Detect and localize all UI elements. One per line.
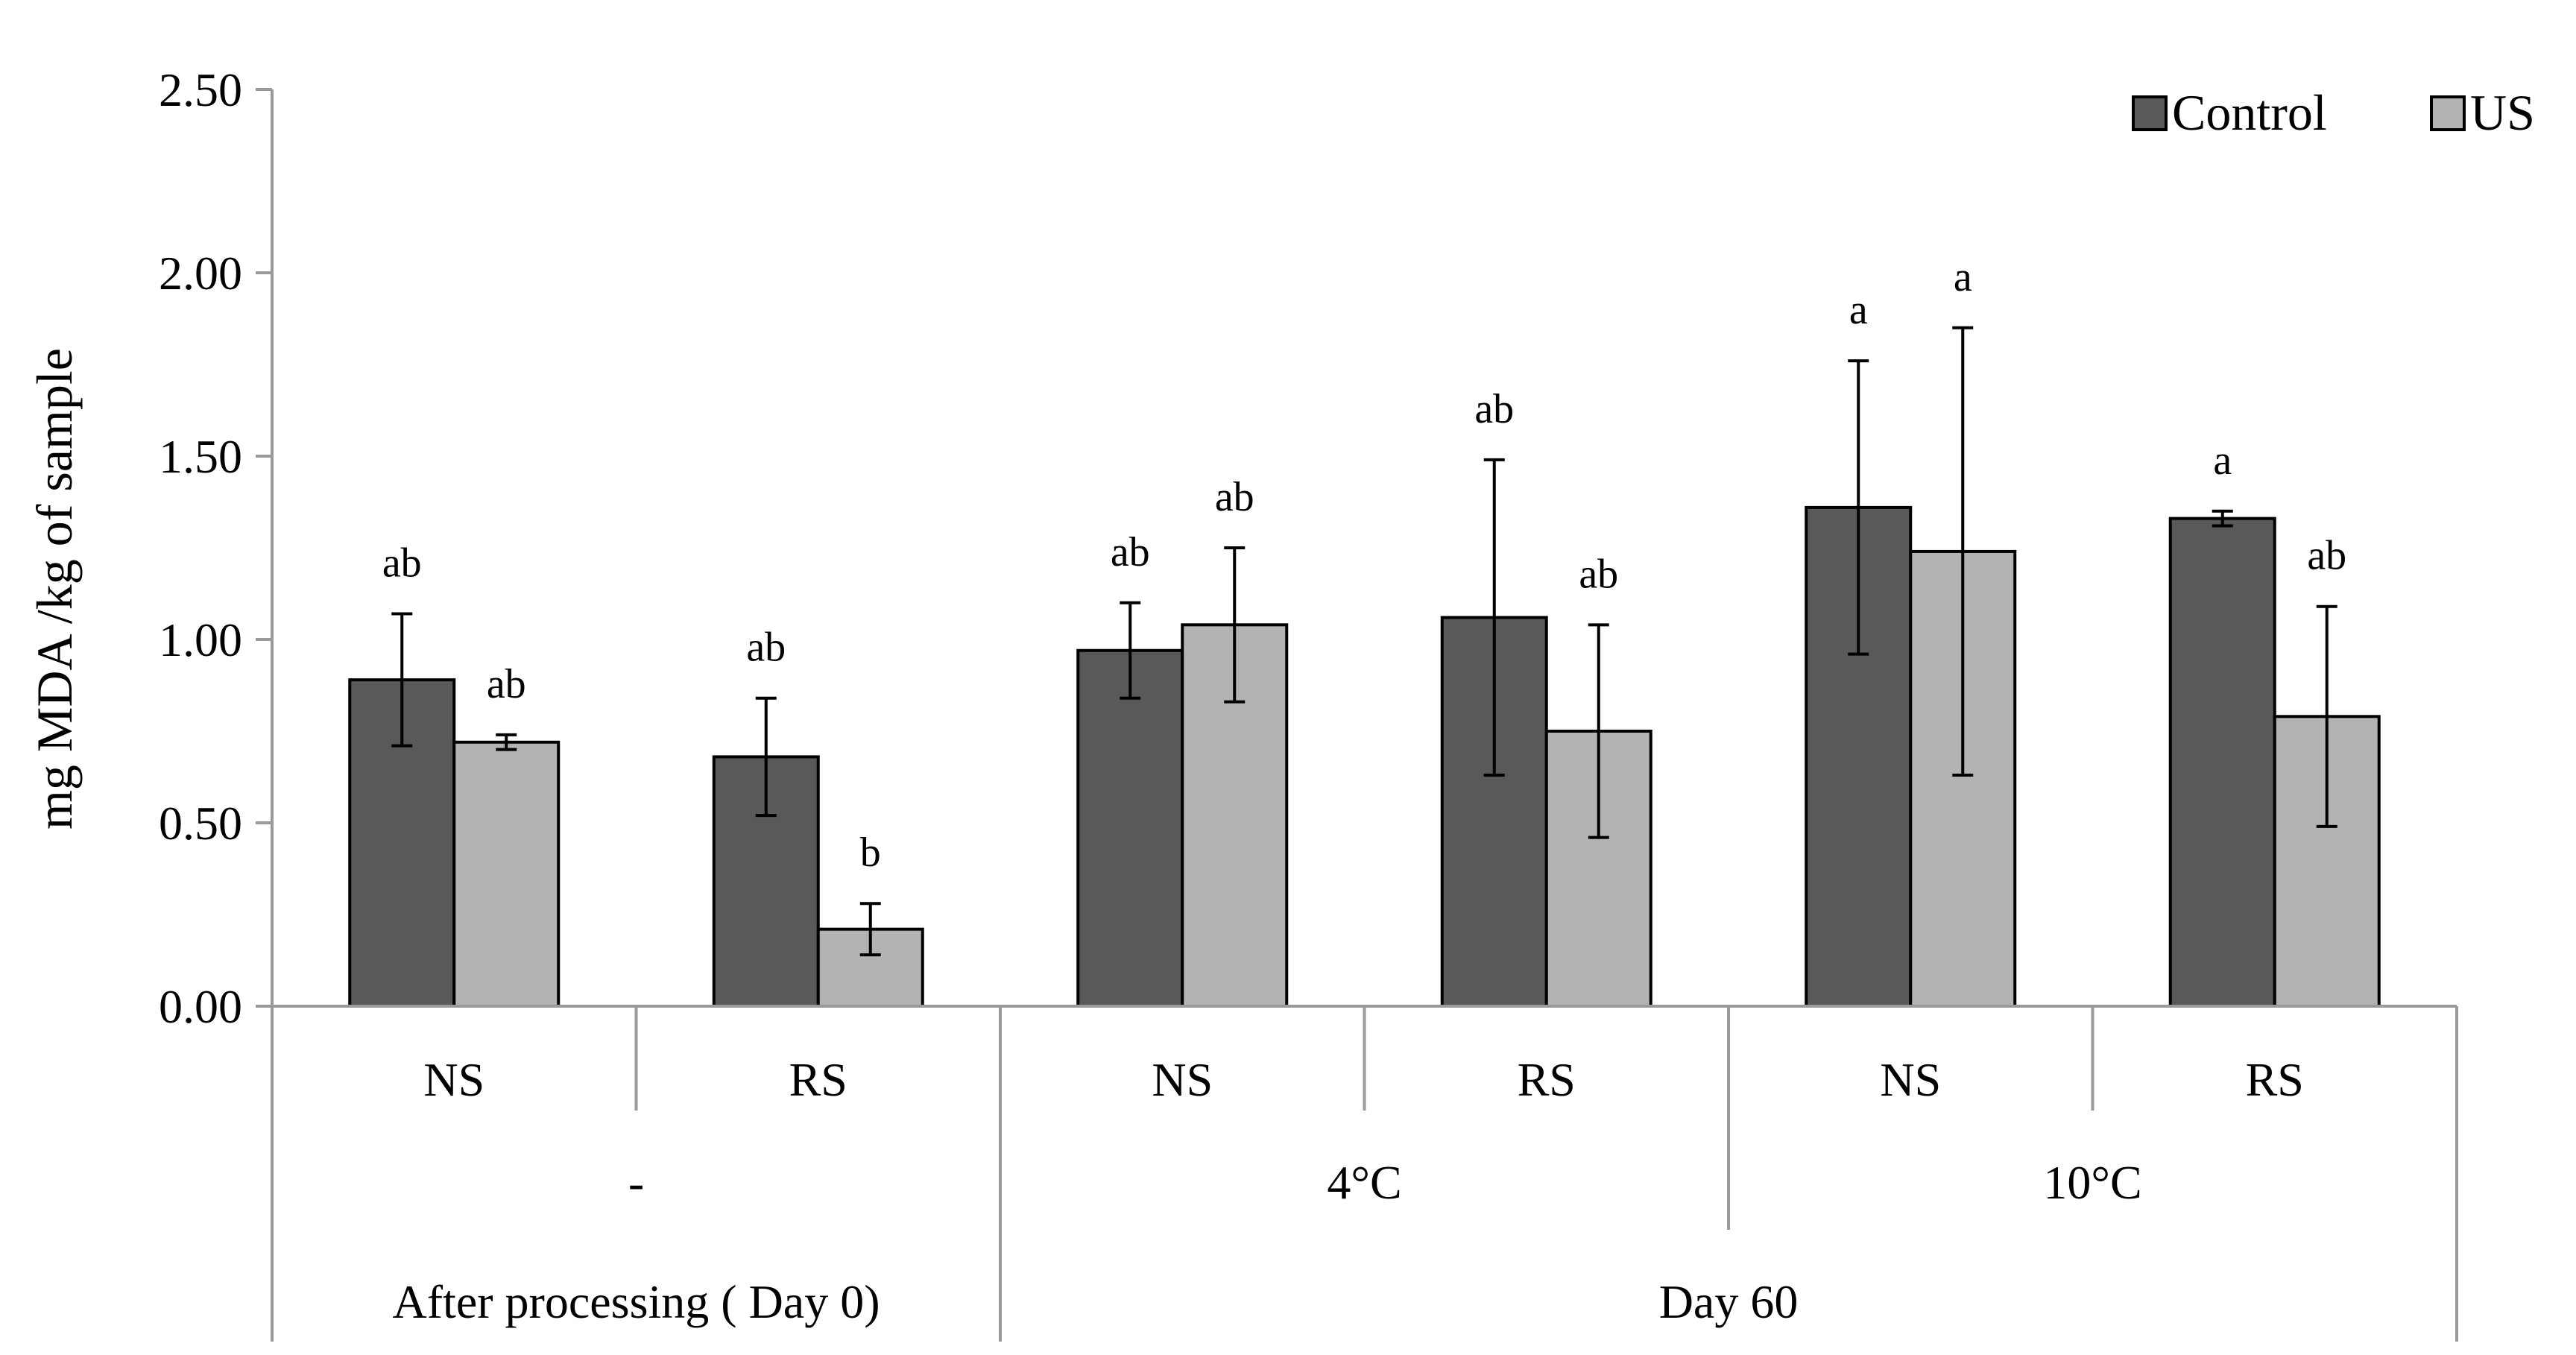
x-group-label: - — [628, 1156, 644, 1209]
legend-swatch-control — [2132, 95, 2168, 131]
x-group-label: 4°C — [1327, 1156, 1401, 1209]
bars: ab ab ab b ab ab ab ab a a a ab — [348, 254, 2381, 1008]
significance-label: ab — [1215, 474, 1254, 520]
x-category-label: RS — [789, 1053, 847, 1106]
significance-label: ab — [487, 661, 526, 707]
x-category-label: NS — [423, 1053, 484, 1106]
x-supergroup-label: After processing ( Day 0) — [393, 1275, 880, 1328]
significance-label: a — [1954, 254, 1972, 300]
y-tick-label: 1.00 — [159, 613, 242, 666]
significance-label: ab — [746, 625, 786, 671]
y-tick-label: 2.00 — [159, 247, 242, 300]
x-supergroup-label: Day 60 — [1659, 1275, 1799, 1328]
significance-label: ab — [1474, 386, 1514, 432]
x-axis: NS RS NS RS NS RS - 4°C 10°C After processing ( D… — [271, 1005, 2458, 1342]
significance-label: a — [2213, 438, 2232, 484]
y-axis: 0.00 0.50 1.00 1.50 2.00 2.50 — [159, 63, 274, 1033]
x-category-label: RS — [1518, 1053, 1576, 1106]
y-tick-label: 1.50 — [159, 430, 242, 483]
legend: Control US — [2132, 84, 2535, 141]
bar-control-6 — [2168, 517, 2276, 1008]
significance-label: b — [860, 830, 881, 876]
x-category-label: RS — [2246, 1053, 2304, 1106]
y-tick-label: 2.50 — [159, 63, 242, 116]
x-category-label: NS — [1152, 1053, 1213, 1106]
legend-label-us: US — [2470, 84, 2535, 141]
y-tick-label: 0.50 — [159, 797, 242, 850]
legend-label-control: Control — [2172, 84, 2327, 141]
x-category-label: NS — [1880, 1053, 1941, 1106]
significance-label: ab — [1579, 551, 1618, 597]
y-axis-label: mg MDA /kg of sample — [26, 348, 83, 830]
x-group-label: 10°C — [2043, 1156, 2141, 1209]
significance-label: ab — [2307, 533, 2346, 579]
significance-label: ab — [1111, 529, 1150, 575]
bar-control-3 — [1076, 648, 1184, 1008]
legend-swatch-us — [2430, 95, 2466, 131]
significance-label: ab — [382, 540, 422, 587]
significance-label: a — [1849, 287, 1868, 333]
bar-us-1 — [452, 740, 561, 1008]
y-tick-label: 0.00 — [159, 980, 242, 1033]
